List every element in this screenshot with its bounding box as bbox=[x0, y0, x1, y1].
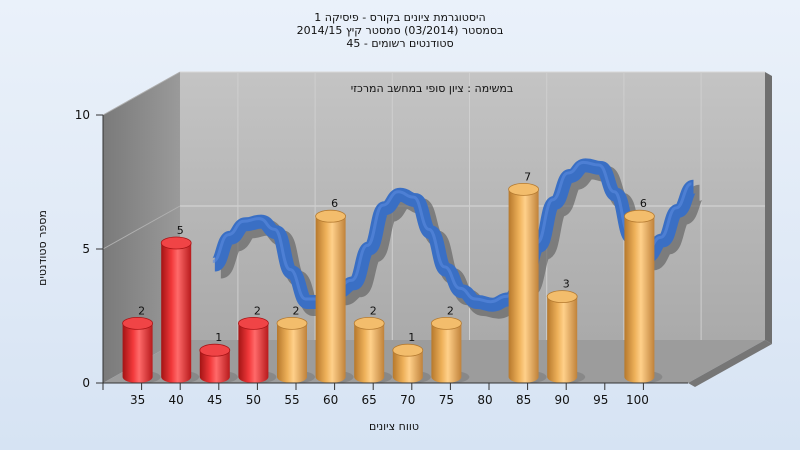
data-label-60: 6 bbox=[331, 197, 338, 210]
bar-body bbox=[199, 350, 230, 383]
data-label-85: 7 bbox=[524, 170, 531, 183]
x-tick-label: 70 bbox=[400, 393, 415, 407]
bar-cap bbox=[353, 316, 385, 330]
data-label-45: 1 bbox=[215, 331, 222, 344]
bar-50 bbox=[237, 316, 277, 383]
bar-55 bbox=[276, 316, 315, 383]
x-tick-label: 50 bbox=[246, 393, 261, 407]
y-axis-ticks: 0 5 10 bbox=[75, 108, 103, 390]
bar-60 bbox=[315, 209, 354, 383]
bar-40 bbox=[160, 236, 200, 383]
data-label-40: 5 bbox=[177, 224, 184, 237]
bar-75 bbox=[430, 316, 470, 383]
chart-title-line-3: סטודנטים רשומים - 45 bbox=[346, 37, 454, 50]
grid-line-side bbox=[102, 71, 181, 116]
bar-body bbox=[354, 323, 385, 383]
bar-cap bbox=[392, 343, 424, 357]
bar-70 bbox=[392, 343, 431, 383]
bar-85 bbox=[508, 182, 547, 383]
back-wall-right-edge bbox=[765, 72, 772, 344]
bar-cap bbox=[315, 209, 347, 223]
x-tick-label: 95 bbox=[593, 393, 608, 407]
bar-cap bbox=[160, 236, 192, 250]
chart-title-line-2: בסמסטר (03/2014) סמסטר קיץ 2014/15 bbox=[296, 24, 504, 37]
data-label-55: 2 bbox=[293, 304, 300, 317]
bars bbox=[122, 182, 663, 383]
bar-cap bbox=[237, 316, 269, 330]
data-label-70: 1 bbox=[408, 331, 415, 344]
bar-body bbox=[161, 243, 192, 383]
y-tick-label: 5 bbox=[82, 242, 90, 256]
data-label-100: 6 bbox=[640, 197, 647, 210]
x-tick-label: 65 bbox=[362, 393, 377, 407]
x-tick-label: 55 bbox=[284, 393, 299, 407]
x-tick-label: 60 bbox=[323, 393, 338, 407]
bar-cap bbox=[546, 290, 578, 304]
bar-cap bbox=[430, 316, 462, 330]
x-tick-label: 40 bbox=[169, 393, 184, 407]
trend-ribbon bbox=[211, 158, 704, 319]
chart-title: היסטוגרמת ציונים בקורס - פיסיקה 1 בסמסטר… bbox=[0, 11, 800, 50]
x-tick-label: 100 bbox=[626, 393, 649, 407]
bar-body bbox=[238, 323, 269, 383]
bar-body bbox=[392, 350, 423, 383]
bar-35 bbox=[122, 316, 161, 383]
chart-title-line-1: היסטוגרמת ציונים בקורס - פיסיקה 1 bbox=[314, 11, 486, 24]
bar-90 bbox=[546, 290, 586, 383]
x-tick-label: 85 bbox=[516, 393, 531, 407]
data-label-35: 2 bbox=[138, 304, 145, 317]
x-tick-label: 75 bbox=[439, 393, 454, 407]
grid-line-side bbox=[102, 205, 181, 250]
bar-body bbox=[277, 323, 307, 383]
trend-ribbon-highlight bbox=[212, 160, 693, 304]
data-labels: 2 5 1 2 2 6 2 1 2 7 3 6 bbox=[138, 170, 647, 344]
x-axis-ticks: 35 40 45 50 55 60 65 70 75 80 85 90 95 100 bbox=[102, 383, 649, 407]
x-tick-label: 35 bbox=[130, 393, 145, 407]
x-tick-label: 45 bbox=[207, 393, 222, 407]
bar-body bbox=[547, 296, 578, 383]
bar-100 bbox=[624, 209, 663, 383]
y-tick-label: 0 bbox=[82, 376, 90, 390]
bar-cap bbox=[199, 343, 231, 357]
bar-cap bbox=[122, 316, 154, 330]
bar-cap bbox=[276, 316, 308, 330]
bar-body bbox=[315, 216, 346, 383]
y-axis-title: מספר סטודנטים bbox=[36, 210, 49, 286]
data-label-50: 2 bbox=[254, 304, 261, 317]
y-tick-label: 10 bbox=[75, 108, 90, 122]
bar-body bbox=[508, 189, 539, 383]
data-label-90: 3 bbox=[563, 278, 570, 291]
bar-body bbox=[431, 323, 462, 383]
bar-cap bbox=[624, 209, 655, 223]
x-tick-label: 90 bbox=[555, 393, 570, 407]
bar-body bbox=[122, 323, 153, 383]
bar-cap bbox=[508, 182, 539, 196]
x-tick-label: 80 bbox=[477, 393, 492, 407]
bar-65 bbox=[353, 316, 393, 383]
data-label-75: 2 bbox=[447, 304, 454, 317]
x-axis-title: טווח ציונים bbox=[369, 420, 419, 433]
chart-note: במשימה : ציון סופי במחשב המרכזי bbox=[351, 82, 514, 95]
bar-body bbox=[624, 216, 655, 383]
data-label-65: 2 bbox=[370, 304, 377, 317]
floor-front-edge bbox=[688, 340, 772, 387]
bar-45 bbox=[199, 343, 238, 383]
